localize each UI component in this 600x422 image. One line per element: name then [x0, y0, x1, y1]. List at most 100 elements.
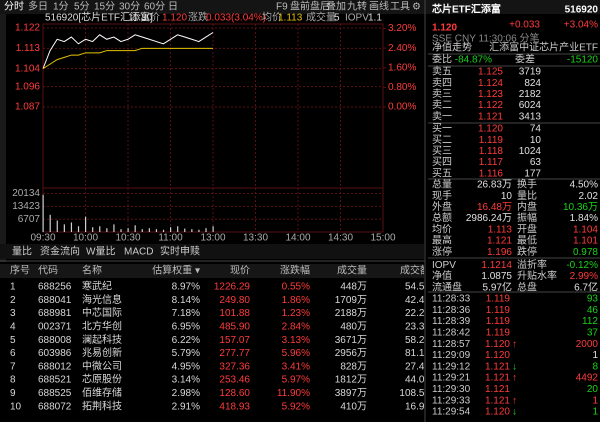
- table-cell: 002371: [38, 322, 72, 333]
- table-header: 序号: [10, 264, 30, 277]
- tick-volume: 1: [592, 350, 598, 361]
- table-cell: 4: [10, 322, 16, 333]
- book-price: 1.117: [479, 157, 504, 168]
- side-strip: [0, 14, 6, 262]
- tick-price: 1.119: [486, 316, 511, 327]
- period-tab[interactable]: 分时: [4, 1, 24, 13]
- tab[interactable]: 资金流向: [40, 245, 80, 258]
- book-volume: 6024: [519, 100, 542, 111]
- table-cell: 42.46: [405, 295, 430, 306]
- table-cell: 中微公司: [82, 359, 122, 372]
- stat-value: 1.1214: [481, 260, 512, 271]
- table-cell: 688041: [38, 295, 72, 306]
- toolbar-bg: [0, 0, 600, 14]
- tab[interactable]: MACD: [124, 247, 153, 258]
- book-label: 买四: [432, 156, 452, 168]
- tool-button[interactable]: 叠加: [326, 1, 346, 13]
- table-header: 成交额: [400, 264, 430, 277]
- volume-bar: [155, 229, 158, 232]
- tick-time: 11:29:30: [432, 384, 471, 395]
- chart-header: 516920[芯片ETF汇添富]: [45, 11, 153, 24]
- period-tab[interactable]: 15分: [94, 1, 115, 13]
- stat-value: 1.101: [573, 236, 598, 247]
- volume-bar: [212, 226, 214, 232]
- period-tab[interactable]: 5分: [74, 1, 90, 13]
- nav-link[interactable]: 净值走势: [432, 41, 472, 54]
- table-cell: 8: [10, 375, 16, 386]
- volume-bar: [99, 226, 101, 232]
- chart-header: 价: [150, 12, 160, 24]
- table-cell: 3.41%: [282, 361, 310, 372]
- label: 委差: [515, 53, 535, 66]
- table-cell: 4.95%: [172, 361, 200, 372]
- table-cell: 688012: [38, 361, 72, 372]
- table-cell: 7.18%: [172, 308, 200, 319]
- tool-button[interactable]: 工具: [390, 1, 410, 13]
- table-cell: 10: [10, 401, 22, 412]
- period-tab[interactable]: 多日: [28, 0, 48, 13]
- tool-button[interactable]: 画线: [369, 0, 389, 13]
- stat-value: 10.36万: [563, 202, 598, 213]
- tab[interactable]: W量比: [86, 246, 115, 258]
- period-tab[interactable]: 1分: [53, 1, 69, 13]
- tick-arrow: ↓: [512, 407, 517, 418]
- table-cell: 芯原股份: [82, 373, 122, 386]
- stat-label: 最低: [517, 234, 537, 247]
- tab[interactable]: 量比: [12, 246, 32, 258]
- volume-tick-label: 20134: [12, 188, 40, 199]
- tick-price: 1.121: [485, 361, 510, 372]
- volume-bar: [92, 227, 94, 232]
- stat-value: 0.978: [573, 247, 598, 258]
- chart-header: 5: [334, 13, 340, 24]
- y2-tick-label: 2.40%: [388, 43, 416, 54]
- book-price: 1.120: [478, 124, 503, 135]
- tab[interactable]: 实时申赎: [160, 245, 200, 258]
- x-tick-label: 11:00: [158, 233, 183, 244]
- table-cell: 101.88: [219, 308, 250, 319]
- constituents-table: 序号 代码 名称 估算权重 ▾ 现价 涨跌幅 成交量 成交额 1 688256 寒武纪 8.97% 12…: [10, 264, 430, 413]
- volume-bar: [205, 228, 207, 232]
- x-tick-label: 13:30: [243, 233, 268, 244]
- stat-value: -0.12%: [566, 260, 598, 271]
- table-cell: 108.53: [399, 388, 430, 399]
- x-tick-label: 09:30: [30, 233, 55, 244]
- y-tick-label: 1.104: [15, 63, 40, 74]
- tool-button[interactable]: 盘前盘后: [290, 0, 330, 13]
- settings-icon[interactable]: ⚙: [412, 2, 421, 13]
- y-tick-label: 1.096: [15, 81, 40, 92]
- chart-header: IOPV: [345, 13, 369, 24]
- table-cell: 688072: [38, 401, 72, 412]
- table-cell: 44.03: [405, 375, 430, 386]
- stat-label: 均价: [432, 223, 452, 235]
- period-tab[interactable]: 30分: [119, 1, 140, 13]
- book-label: 卖二: [432, 99, 452, 111]
- tick-time: 11:28:33: [432, 294, 471, 305]
- volume-bar: [134, 225, 136, 232]
- table-cell: 485.90: [219, 322, 250, 333]
- stat-value: 1.104: [573, 224, 598, 235]
- x-tick-label: 15:00: [370, 233, 395, 244]
- table-cell: 3.14%: [172, 375, 200, 386]
- y2-tick-label: 0.80%: [388, 82, 416, 93]
- book-volume: 10: [530, 135, 542, 146]
- table-cell: 58.28: [405, 335, 430, 346]
- table-cell: 81.10: [405, 348, 430, 359]
- table-cell: 480万: [340, 322, 367, 333]
- period-tab[interactable]: 60分: [144, 1, 165, 13]
- book-volume: 63: [530, 157, 542, 168]
- stat-label: IOPV: [432, 260, 456, 271]
- table-cell: 11.90%: [277, 388, 310, 399]
- chart-header: 成交量: [306, 11, 336, 24]
- table-cell: 1.86%: [282, 295, 310, 306]
- stat-value: 6.7亿: [574, 280, 598, 293]
- change: +0.033: [509, 20, 540, 31]
- x-tick-label: 14:00: [285, 233, 310, 244]
- tool-button[interactable]: 九转: [347, 0, 367, 13]
- y2-tick-label: 0.00%: [388, 102, 416, 113]
- x-tick-label: 10:00: [73, 233, 98, 244]
- period-tab[interactable]: 日: [168, 2, 178, 13]
- volume-bar: [63, 224, 65, 232]
- tool-button[interactable]: F9: [276, 2, 288, 13]
- book-volume: 2182: [519, 89, 542, 100]
